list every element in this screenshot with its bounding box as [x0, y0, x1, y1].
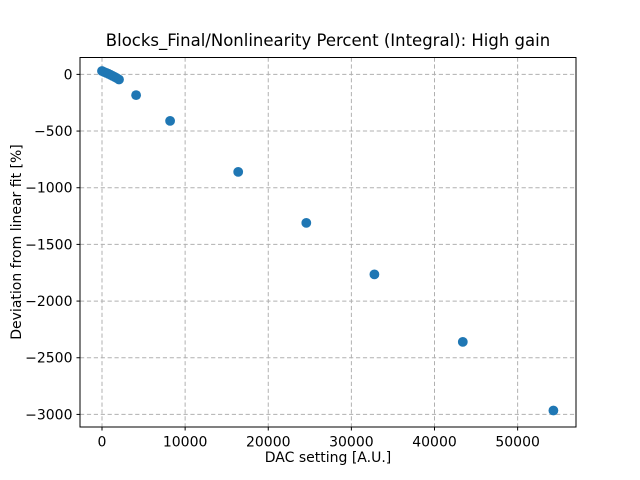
- data-point: [114, 74, 124, 85]
- y-tick-label: −3000: [25, 407, 72, 423]
- y-tick-label: 0: [64, 67, 73, 83]
- y-tick-label: −1500: [25, 237, 72, 253]
- chart-title: Blocks_Final/Nonlinearity Percent (Integ…: [105, 31, 551, 50]
- x-tick-label: 0: [98, 435, 107, 451]
- data-point: [548, 405, 559, 416]
- data-point: [457, 337, 468, 347]
- data-point: [301, 218, 312, 228]
- y-tick-label: −2000: [25, 294, 72, 310]
- axes-spines: [79, 57, 577, 428]
- x-axis-label: DAC setting [A.U.]: [264, 450, 392, 466]
- data-point: [369, 269, 380, 280]
- y-tick-label: −500: [34, 124, 72, 140]
- x-tick-label: 10000: [163, 435, 208, 451]
- data-point: [165, 116, 176, 126]
- x-tick-label: 40000: [412, 435, 457, 451]
- x-tick-label: 30000: [329, 435, 374, 451]
- y-tick-label: −1000: [25, 181, 72, 197]
- data-point: [131, 90, 142, 100]
- x-tick-label: 20000: [246, 435, 291, 451]
- x-tick-label: 50000: [495, 435, 540, 451]
- data-point: [233, 167, 244, 177]
- y-tick-label: −2500: [25, 351, 72, 367]
- y-axis-label: Deviation from linear fit [%]: [9, 144, 25, 340]
